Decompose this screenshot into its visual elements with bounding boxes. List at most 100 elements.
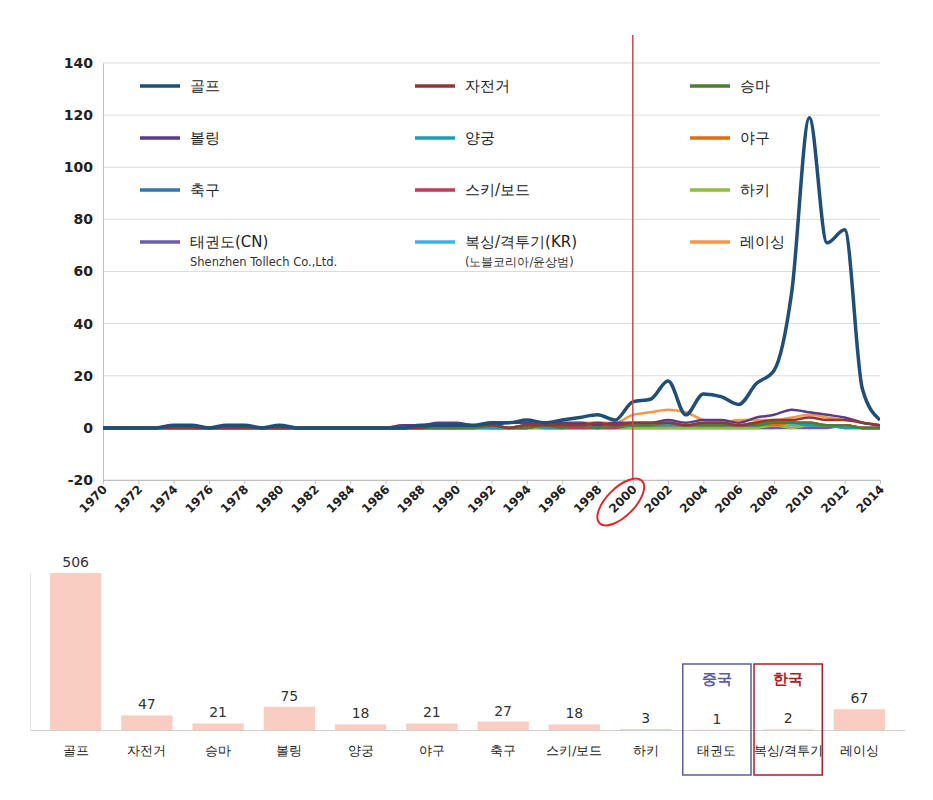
bar [192,723,243,730]
legend-swatch [140,84,180,88]
annotation-box [754,664,822,775]
tick: 1984 [324,480,358,516]
tick: 스키/보드 [546,730,602,758]
tick-label: 1984 [324,482,358,516]
data-label: 3 [641,710,650,726]
series-line [103,118,880,428]
legend-label: 볼링 [190,129,220,147]
x-axis: 골프자전거승마볼링양궁야구축구스키/보드하키태권도복싱/격투기레이싱 [31,730,906,758]
tick-label: 볼링 [276,743,302,758]
tick: 2002 [642,480,676,516]
tick-label: 1990 [430,482,464,516]
legend-swatch [690,136,730,140]
tick: 1970 [76,480,110,516]
bar [335,724,386,730]
data-label: 75 [280,688,298,704]
tick-mark [103,480,104,484]
legend-label: 복싱/격투기(KR) [465,233,577,251]
y-axis: -20020406080100120140 [64,55,104,488]
data-label: 18 [352,705,370,721]
chart-svg: -200204060801001201401970197219741976197… [0,0,933,800]
tick-mark [597,480,598,484]
tick: 2000 [606,480,640,516]
tick: 야구 [419,730,445,758]
legend-item: 하키 [690,181,770,199]
tick-label: 2008 [748,482,782,516]
tick: 2004 [677,480,711,516]
legend-swatch [690,84,730,88]
tick-label: 140 [64,55,93,71]
data-label: 21 [209,704,227,720]
legend-item: 볼링 [140,129,220,147]
tick-mark [809,480,810,484]
grid-line [103,63,880,64]
tick-label: 1970 [76,482,110,516]
tick-mark [350,480,351,484]
axis-line [103,64,104,481]
tick-mark [492,480,493,484]
bar [691,729,742,730]
tick: 60 [74,263,103,279]
tick: 승마 [205,730,231,758]
tick: 1990 [430,480,464,516]
tick-label: 2002 [642,482,676,516]
tick-label: 양궁 [348,743,374,758]
tick-mark [739,480,740,484]
bar [50,573,101,730]
legend-label: 야구 [740,129,770,147]
bar [406,723,457,730]
tick-mark [244,480,245,484]
legend-label: 하키 [740,181,770,199]
tick: 80 [74,211,103,227]
tick: 1986 [359,480,393,516]
highlight-ellipse [590,471,652,533]
tick: 자전거 [127,730,166,758]
chart-container: -200204060801001201401970197219741976197… [0,0,933,800]
grid-line [103,115,880,116]
data-label: 67 [850,690,868,706]
legend-label: 자전거 [465,77,510,95]
data-label: 1 [712,711,721,727]
tick-label: -20 [68,472,94,488]
tick-mark [315,480,316,484]
tick-label: 1996 [536,482,570,516]
legend-swatch [415,188,455,192]
tick: 100 [64,159,103,175]
tick: 태권도 [697,730,736,758]
tick-label: 1992 [465,482,499,516]
legend-label: 양궁 [465,129,495,147]
plot-area [103,118,880,428]
data-label: 27 [494,703,512,719]
tick-label: 1980 [253,482,287,516]
tick-label: 2010 [783,482,817,516]
tick: 1974 [147,480,181,516]
tick-mark [174,480,175,484]
tick-mark [421,480,422,484]
bar-chart: 골프자전거승마볼링양궁야구축구스키/보드하키태권도복싱/격투기레이싱506472… [31,554,906,775]
tick: 40 [74,316,103,332]
legend-swatch [415,84,455,88]
tick-label: 2012 [818,482,852,516]
legend-swatch [140,240,180,244]
tick-label: 1974 [147,482,181,516]
tick-mark [774,480,775,484]
tick-mark [527,480,528,484]
legend-item: 양궁 [415,129,495,147]
tick: 2014 [853,480,887,516]
y-axis [30,574,31,731]
tick-mark [280,480,281,484]
tick: 골프 [63,730,89,758]
tick-mark [456,480,457,484]
tick: 1978 [218,480,252,516]
legend-item: 야구 [690,129,770,147]
tick-label: 40 [74,316,94,332]
tick-label: 120 [64,107,93,123]
tick: 0 [83,420,103,436]
tick-label: 1988 [394,482,428,516]
legend-label: 축구 [190,181,220,199]
tick: 1996 [536,480,570,516]
bar [620,729,671,730]
tick-label: 태권도 [697,743,736,758]
annotation-text: 한국 [773,670,803,688]
grid [103,63,880,480]
